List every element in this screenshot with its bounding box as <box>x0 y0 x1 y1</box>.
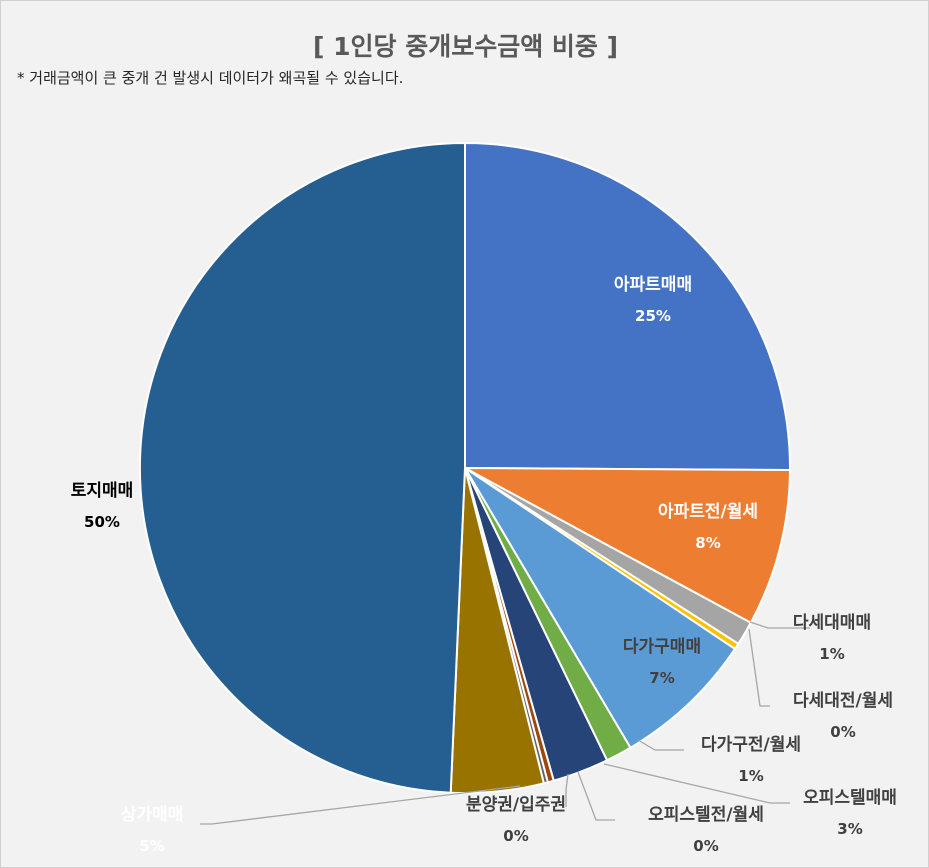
slice-percent-4: 7% <box>649 669 674 687</box>
slice-label-1: 아파트전/월세 <box>658 502 758 522</box>
slice-label-10: 토지매매 <box>71 481 134 501</box>
slice-label-8: 분양권/입주권 <box>466 795 566 815</box>
pie-slice-0 <box>464 141 791 472</box>
slice-label-5: 다가구전/월세 <box>701 735 801 755</box>
slice-label-3: 다세대전/월세 <box>793 691 893 711</box>
leader-line-2 <box>749 621 810 629</box>
slice-label-4: 다가구매매 <box>623 637 701 657</box>
leader-lines <box>200 621 810 825</box>
slice-percent-7: 0% <box>693 837 718 855</box>
slice-labels: 아파트매매 25% 아파트전/월세 8% 다세대매매 1% 다세대전/월세 0% 다가구매매 7%… <box>71 275 897 855</box>
slice-label-2: 다세대매매 <box>793 613 871 633</box>
leader-line-9 <box>200 785 521 825</box>
slice-percent-10: 50% <box>84 513 120 531</box>
slice-label-0: 아파트매매 <box>614 275 692 295</box>
pie-slices <box>138 141 791 795</box>
leader-line-5 <box>637 739 684 751</box>
slice-percent-3: 0% <box>830 723 855 741</box>
slice-percent-9: 5% <box>139 837 164 855</box>
slice-percent-5: 1% <box>738 767 763 785</box>
leader-line-8 <box>565 773 569 807</box>
chart-note: * 거래금액이 큰 중개 건 발생시 데이터가 왜곡될 수 있습니다. <box>17 69 404 87</box>
slice-percent-0: 25% <box>635 307 671 325</box>
slice-percent-8: 0% <box>503 827 528 845</box>
pie-slice-10 <box>138 141 466 794</box>
chart-title: [ 1인당 중개보수금액 비중 ] <box>312 32 619 61</box>
slice-label-9: 상가매매 <box>121 805 184 825</box>
leader-line-3 <box>748 628 770 707</box>
pie-slice-1 <box>464 467 791 625</box>
slice-percent-2: 1% <box>819 645 844 663</box>
slice-label-6: 오피스텔매매 <box>803 788 897 808</box>
slice-label-7: 오피스텔전/월세 <box>648 805 764 825</box>
slice-percent-1: 8% <box>695 534 720 552</box>
leader-line-7 <box>577 771 615 821</box>
slice-percent-6: 3% <box>837 820 862 838</box>
pie-slice-4 <box>464 467 737 750</box>
leader-line-6 <box>603 763 790 804</box>
